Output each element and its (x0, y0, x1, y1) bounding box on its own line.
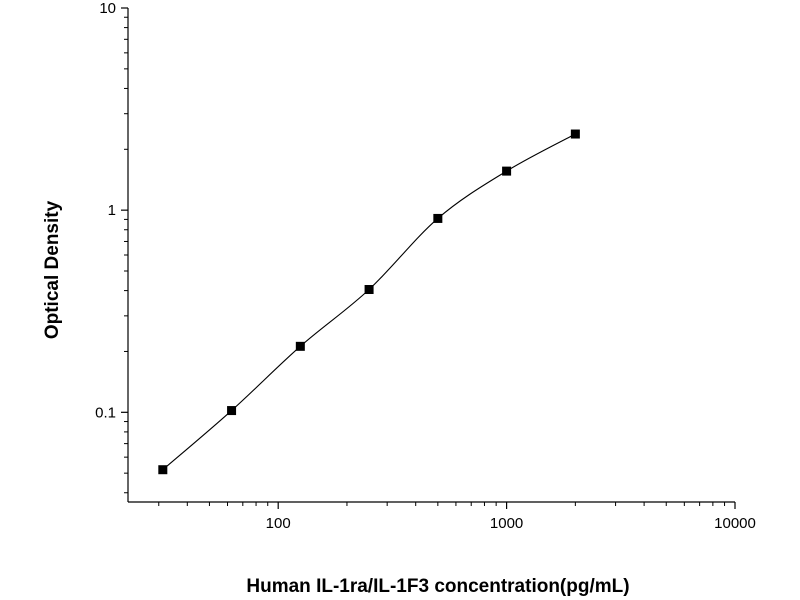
x-axis-title: Human IL-1ra/IL-1F3 concentration(pg/mL) (246, 576, 629, 597)
y-tick-label: 0.1 (95, 404, 116, 421)
data-points (158, 129, 580, 475)
data-point-marker (433, 213, 443, 223)
y-axis-title: Optical Density (42, 200, 63, 339)
axes (121, 7, 736, 509)
y-tick-label: 1 (108, 202, 116, 219)
data-point-marker (364, 285, 374, 295)
fit-curve-group (162, 133, 576, 471)
data-point-marker (502, 166, 512, 176)
data-point-marker (295, 341, 305, 351)
data-point-marker (158, 465, 168, 475)
tick-labels: 100 1000 10000 0.1 1 10 (95, 0, 756, 532)
data-point-marker (227, 406, 237, 416)
y-tick-label: 10 (99, 0, 116, 17)
x-tick-label: 10000 (714, 515, 756, 532)
data-point-marker (570, 129, 580, 139)
fit-curve (162, 133, 576, 471)
x-tick-label: 1000 (490, 515, 523, 532)
x-tick-label: 100 (266, 515, 291, 532)
